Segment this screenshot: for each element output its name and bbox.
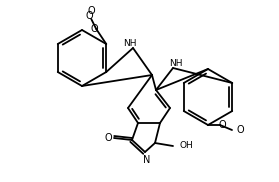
- Text: N: N: [143, 155, 151, 165]
- Text: NH: NH: [123, 39, 137, 48]
- Text: O: O: [104, 133, 112, 143]
- Text: O: O: [90, 24, 98, 34]
- Text: NH: NH: [169, 58, 183, 68]
- Text: O: O: [85, 11, 93, 21]
- Text: O: O: [236, 125, 244, 135]
- Text: O: O: [87, 6, 95, 16]
- Text: OH: OH: [179, 141, 193, 151]
- Text: O: O: [218, 120, 226, 130]
